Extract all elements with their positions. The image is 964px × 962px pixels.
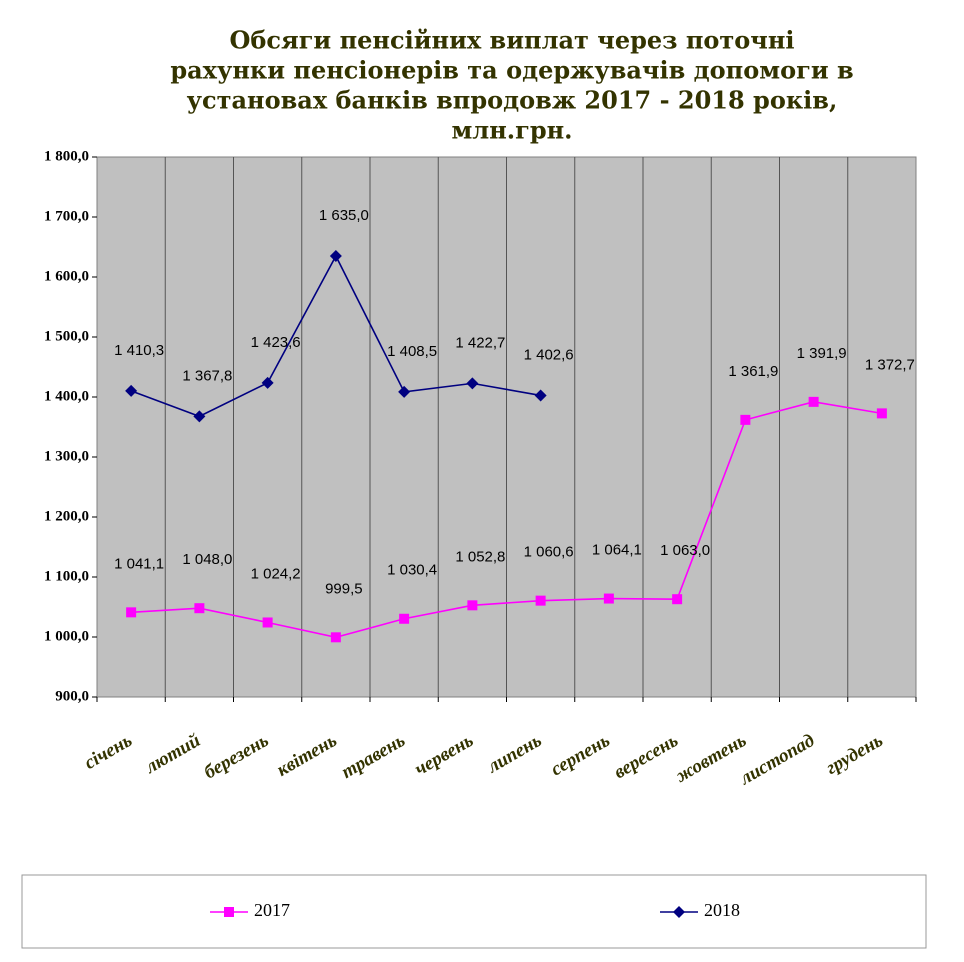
x-tick-label: квітень [273,730,341,781]
data-point [534,389,547,402]
data-point [126,607,137,618]
data-point [535,595,546,606]
data-point [740,414,751,425]
x-tick-label: червень [411,730,477,780]
data-point [330,632,341,643]
data-point [329,250,342,262]
legend-label: 2018 [704,900,740,920]
data-label: 1 372,7 [865,356,915,373]
chart-title: млн.грн. [451,116,572,145]
data-label: 1 408,5 [387,343,437,360]
chart-title: установах банків впродовж 2017 - 2018 ро… [187,86,838,115]
data-label: 1 030,4 [387,562,437,579]
data-label: 1 423,6 [251,334,301,351]
y-tick-label: 1 000,0 [44,628,89,644]
y-tick-label: 1 100,0 [44,568,89,584]
data-point [603,593,614,604]
data-label: 1 060,6 [524,544,574,561]
x-tick-label: січень [81,730,136,774]
y-tick-label: 900,0 [55,688,89,704]
x-tick-label: серпень [547,730,614,781]
x-tick-label: вересень [610,730,682,783]
data-point [467,600,478,611]
data-label: 1 048,0 [182,551,232,568]
y-tick-label: 1 700,0 [44,208,89,224]
data-point [261,376,274,389]
x-tick-label: грудень [823,730,887,779]
data-point [398,385,411,398]
x-tick-label: жовтень [671,730,750,788]
data-label: 1 361,9 [728,363,778,380]
data-label: 1 052,8 [455,548,505,565]
data-point [194,603,205,614]
x-tick-label: лютий [141,730,204,778]
data-label: 1 422,7 [455,334,505,351]
data-label: 1 367,8 [182,367,232,384]
legend-box [21,874,927,949]
x-tick-label: липень [483,730,545,778]
data-label: 1 064,1 [592,542,642,559]
y-tick-label: 1 500,0 [44,328,89,344]
x-tick-label: листопад [736,730,819,790]
data-label: 1 635,0 [319,207,369,224]
data-label: 1 402,6 [524,346,574,363]
data-point [466,377,479,390]
chart-title: Обсяги пенсійних виплат через поточні [229,26,794,55]
data-point [262,617,273,628]
data-label: 1 024,2 [251,565,301,582]
series-line [131,401,883,639]
legend-label: 2017 [254,900,290,920]
data-point [808,396,819,407]
data-point [876,408,887,419]
data-point [399,613,410,624]
data-label: 1 041,1 [114,555,164,572]
data-point [125,384,138,397]
y-tick-label: 1 200,0 [44,508,89,524]
y-tick-label: 1 300,0 [44,448,89,464]
data-point [193,410,206,423]
y-tick-label: 1 800,0 [44,148,89,164]
data-point [672,594,683,605]
legend-marker [224,907,234,917]
data-label: 1 063,0 [660,542,710,559]
data-label: 1 410,3 [114,342,164,359]
data-label: 999,5 [325,580,363,597]
x-tick-label: березень [201,730,273,784]
y-tick-label: 1 400,0 [44,388,89,404]
chart-title: рахунки пенсіонерів та одержувачів допом… [170,56,853,85]
data-label: 1 391,9 [797,345,847,362]
y-tick-label: 1 600,0 [44,268,89,284]
x-tick-label: травень [338,730,409,783]
legend-marker [673,906,685,918]
